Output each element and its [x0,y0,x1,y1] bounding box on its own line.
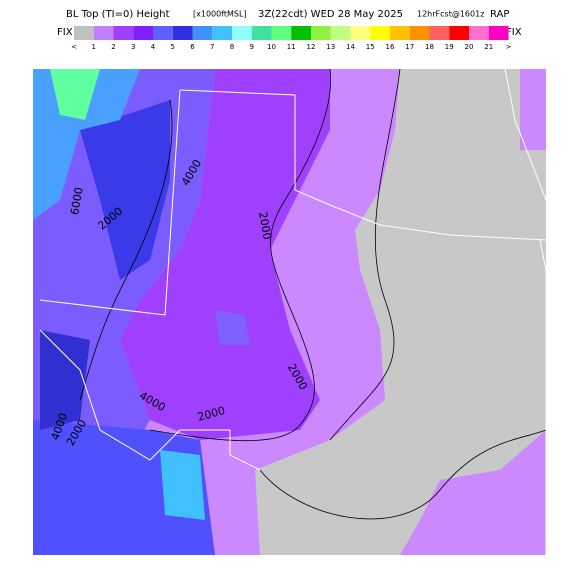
legend-swatch [113,26,134,40]
state-border [39,329,261,471]
model: RAP [490,9,509,20]
region [80,100,170,280]
legend-swatch [429,26,450,40]
contour-label: 2000 [256,211,274,241]
legend-tick-label: 18 [425,43,434,51]
legend-tick-label: < [71,43,77,51]
legend-swatch [350,26,371,40]
legend-tick-label: 13 [326,43,335,51]
title: BL Top (TI=0) Height [66,9,170,20]
legend-tick-label: 10 [267,43,276,51]
legend-tick-label: 20 [465,43,474,51]
legend-swatch [469,26,489,40]
region [520,69,546,150]
fix-left: FIX [57,27,73,38]
legend-swatch [251,26,272,40]
legend-tick-label: 14 [346,43,355,51]
legend-tick-label: 16 [386,43,395,51]
colorbar: <1 2 3 4 5 6 7 8 9 10 11 12 13 14 15 16 17 18 19 20 21 > [71,26,512,51]
legend-swatch [330,26,351,40]
legend-tick-label: 17 [405,43,414,51]
legend-swatch [153,26,173,40]
contour-line [329,68,401,441]
valid-time: 3Z(22cdt) WED 28 May 2025 [258,9,403,20]
legend-swatch [212,26,232,40]
map: 6000 4000 2000 2000 2000 2000 4000 4000 … [33,68,547,555]
legend-swatch [390,26,410,40]
region [50,69,100,120]
legend-tick-label: 1 [92,43,96,51]
contour-line [149,68,332,442]
legend-swatch [74,26,94,40]
region [40,330,90,430]
legend-tick-label: 2 [111,43,115,51]
legend-swatch [271,26,292,40]
legend-swatch [449,26,469,40]
legend-swatch [488,26,509,40]
contour-line [79,99,173,401]
region [160,450,205,520]
legend-tick-label: 5 [171,43,175,51]
legend-swatch [192,26,213,40]
legend-swatch [232,26,252,40]
legend-tick-label: 12 [307,43,316,51]
state-border [504,68,547,201]
legend-swatch [311,26,331,40]
state-border [179,89,547,241]
state-border [39,89,181,316]
contour-label: 6000 [68,186,86,216]
forecast: 12hrFcst@1601z [417,10,484,19]
legend-swatch [409,26,430,40]
legend-tick-label: 6 [190,43,195,51]
region [255,69,546,555]
region [120,69,330,440]
legend-tick-label: > [506,43,512,51]
legend-tick-label: 21 [484,43,493,51]
legend-swatch [133,26,153,40]
state-border [539,239,547,555]
legend-tick-label: 4 [151,43,156,51]
legend-tick-label: 9 [250,43,254,51]
region [410,450,546,555]
legend-tick-label: 15 [366,43,375,51]
legend-swatch [93,26,114,40]
contour-line [259,429,547,520]
legend-tick-label: 19 [445,43,454,51]
fix-right: FIX [506,27,522,38]
legend-tick-label: 11 [287,43,296,51]
legend-tick-label: 3 [131,43,135,51]
units: [x1000ftMSL] [193,10,247,19]
legend-swatch [370,26,390,40]
legend-tick-label: 7 [210,43,214,51]
region [215,310,250,345]
legend-swatch [291,26,311,40]
legend-tick-label: 8 [230,43,234,51]
legend-swatch [172,26,193,40]
